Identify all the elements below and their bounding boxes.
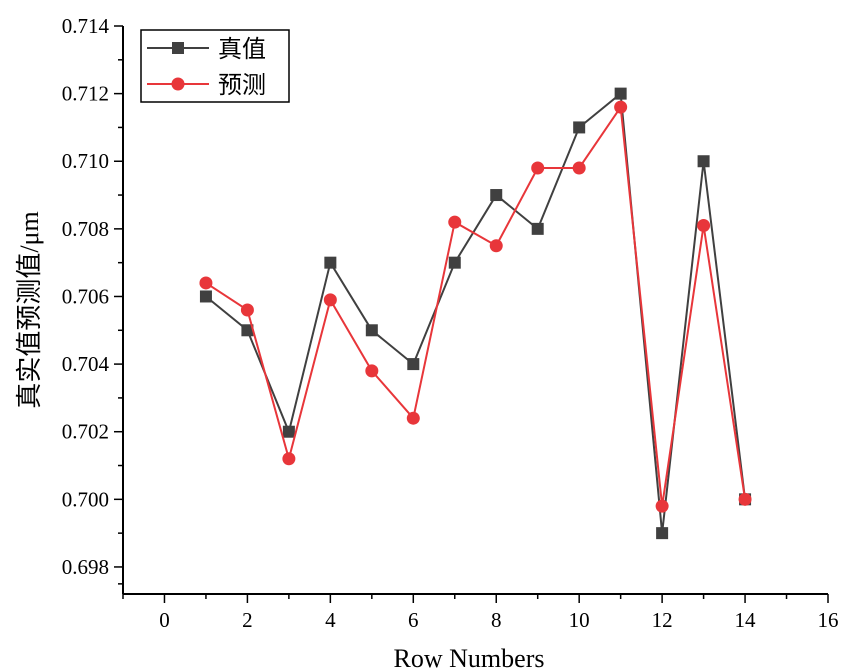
data-point-circle <box>655 499 669 513</box>
data-point-circle <box>365 364 379 378</box>
legend-label: 预测 <box>218 71 266 99</box>
series-layer <box>199 87 752 540</box>
x-tick-label: 14 <box>735 608 757 632</box>
y-tick-label: 0.714 <box>62 14 110 38</box>
data-point-circle <box>697 218 711 232</box>
y-tick-label: 0.700 <box>62 487 109 511</box>
data-point-square <box>490 189 503 202</box>
data-point-square <box>324 256 337 269</box>
data-point-circle <box>531 161 545 175</box>
legend-box <box>140 29 290 103</box>
data-point-circle <box>572 161 586 175</box>
axes: 0 2 4 6 8 10 12 14 16 0.698 0.700 0.702 0.704 0.706 0.… <box>62 14 839 632</box>
data-point-square <box>573 121 586 134</box>
x-tick-label: 2 <box>242 608 253 632</box>
series-line <box>205 104 747 507</box>
data-point-square <box>656 527 669 540</box>
y-axis-title: 真实值预测值/μm <box>15 211 44 408</box>
data-point-circle <box>240 303 254 317</box>
series-line <box>205 91 747 534</box>
x-tick-label: 0 <box>159 608 170 632</box>
x-tick-label: 12 <box>652 608 673 632</box>
data-point-square <box>614 87 627 100</box>
data-point-square <box>448 256 461 269</box>
legend-label: 真值 <box>218 35 266 63</box>
series-2 <box>199 100 752 513</box>
data-point-square <box>365 324 378 337</box>
y-tick-label: 0.698 <box>62 555 109 579</box>
data-point-circle <box>199 276 213 290</box>
x-tick-label: 16 <box>818 608 839 632</box>
data-point-circle <box>614 100 628 114</box>
data-point-circle <box>448 215 462 229</box>
x-tick-label: 8 <box>491 608 502 632</box>
data-point-circle <box>406 411 420 425</box>
data-point-square <box>241 324 254 337</box>
legend-marker-square <box>172 42 184 54</box>
data-point-square <box>199 290 212 303</box>
y-tick-label: 0.712 <box>62 82 109 106</box>
x-tick-label: 4 <box>325 608 336 632</box>
y-tick-label: 0.710 <box>62 149 109 173</box>
data-point-square <box>282 425 295 438</box>
x-tick-label: 6 <box>408 608 419 632</box>
data-point-circle <box>282 452 296 466</box>
legend-marker-circle <box>171 77 185 91</box>
data-point-square <box>697 155 710 168</box>
data-point-circle <box>323 293 337 307</box>
y-tick-label: 0.702 <box>62 420 109 444</box>
x-tick-label: 10 <box>569 608 590 632</box>
y-tick-label: 0.704 <box>62 352 110 376</box>
y-tick-label: 0.708 <box>62 217 109 241</box>
series-1 <box>199 87 752 540</box>
data-point-square <box>407 358 420 371</box>
x-axis-title: Row Numbers <box>394 644 545 671</box>
data-point-square <box>531 222 544 235</box>
y-tick-label: 0.706 <box>62 284 109 308</box>
data-point-circle <box>489 239 503 253</box>
data-point-circle <box>738 492 752 506</box>
